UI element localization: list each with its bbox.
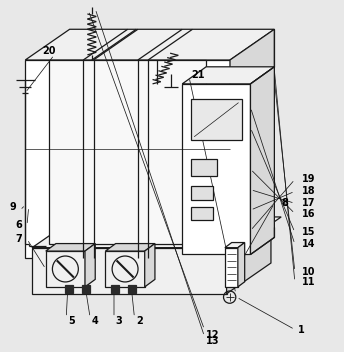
Text: 9: 9	[10, 202, 17, 212]
Bar	[191, 186, 213, 200]
Polygon shape	[106, 244, 155, 251]
Bar	[191, 159, 217, 176]
Polygon shape	[85, 244, 95, 287]
Text: 5: 5	[68, 316, 75, 326]
Text: 8: 8	[281, 198, 288, 208]
Polygon shape	[145, 244, 155, 287]
Bar	[182, 84, 250, 254]
Polygon shape	[225, 243, 245, 248]
Bar	[32, 248, 227, 294]
Polygon shape	[227, 217, 271, 294]
Bar	[106, 251, 145, 287]
Bar	[191, 99, 242, 140]
Text: 7: 7	[15, 234, 22, 244]
Text: 12: 12	[206, 330, 219, 340]
Polygon shape	[182, 67, 275, 84]
Bar	[46, 251, 85, 287]
Text: 19: 19	[302, 174, 315, 184]
Polygon shape	[250, 67, 275, 254]
Bar	[191, 207, 213, 220]
Bar	[110, 285, 119, 293]
Text: 3: 3	[116, 316, 122, 326]
Bar	[49, 60, 206, 244]
Text: 1: 1	[298, 325, 305, 334]
Text: 20: 20	[42, 46, 56, 56]
Polygon shape	[46, 244, 95, 251]
Text: 14: 14	[302, 239, 315, 249]
Text: 2: 2	[136, 316, 143, 326]
Bar	[25, 60, 230, 258]
Polygon shape	[32, 217, 281, 248]
Bar	[225, 248, 238, 287]
Text: 13: 13	[206, 337, 219, 346]
Text: 10: 10	[302, 266, 315, 277]
Text: 6: 6	[15, 220, 22, 231]
Bar	[128, 285, 136, 293]
Text: 21: 21	[191, 70, 204, 80]
Text: 16: 16	[302, 208, 315, 219]
Text: 17: 17	[302, 198, 315, 208]
Bar	[82, 285, 90, 293]
Text: 4: 4	[92, 316, 99, 326]
Text: 18: 18	[302, 186, 315, 196]
Polygon shape	[25, 29, 275, 60]
Polygon shape	[230, 29, 275, 258]
Bar	[65, 285, 73, 293]
Text: 15: 15	[302, 227, 315, 237]
Polygon shape	[238, 243, 245, 287]
Text: 11: 11	[302, 277, 315, 287]
